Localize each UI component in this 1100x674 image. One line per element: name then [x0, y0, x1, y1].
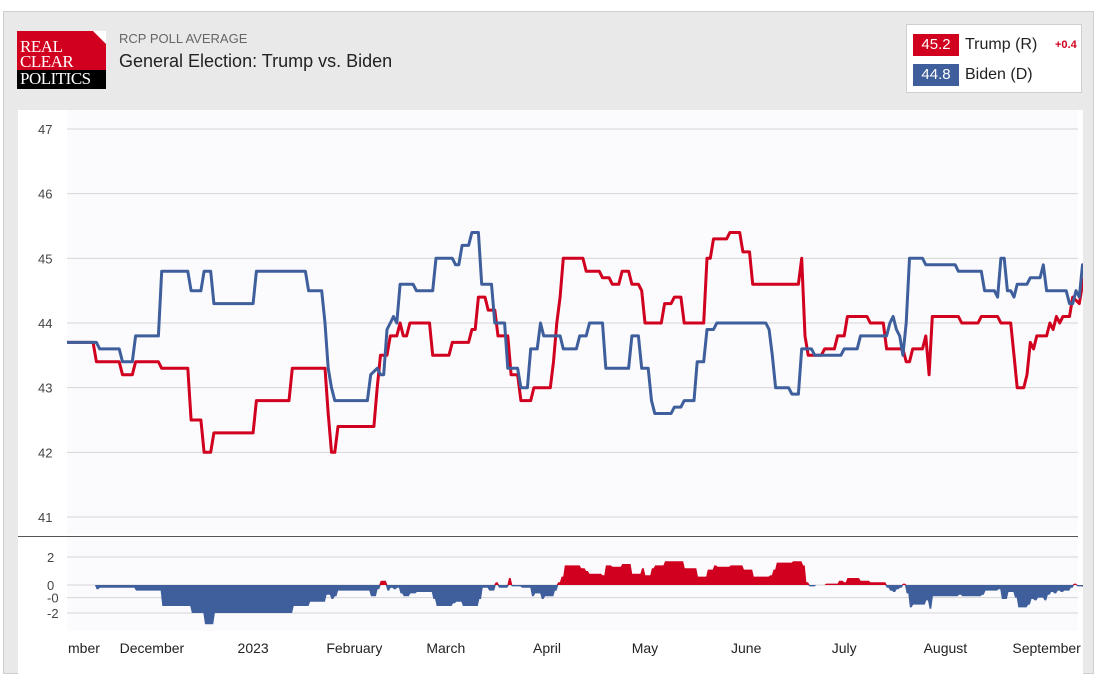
y-tick-label: 43 — [38, 381, 52, 396]
trump-label: Trump (R) — [965, 36, 1038, 53]
trump-line — [67, 231, 1083, 454]
logo-word: CLEAR — [20, 52, 74, 71]
trump-change: +0.4 — [1055, 39, 1077, 51]
x-tick-label: August — [924, 640, 968, 656]
x-tick-label: July — [832, 640, 857, 656]
spread-tick-label: -0 — [47, 591, 59, 606]
spread-tick-label: 0 — [47, 578, 54, 593]
legend-box: 45.2 Trump (R) +0.4 44.8 Biden (D) — [906, 24, 1082, 93]
chart-title: General Election: Trump vs. Biden — [119, 51, 393, 71]
y-tick-label: 45 — [38, 251, 52, 266]
x-tick-label: June — [731, 640, 762, 656]
x-tick-label: December — [120, 640, 185, 656]
x-tick-label: May — [632, 640, 658, 656]
y-tick-label: 47 — [38, 122, 52, 137]
y-tick-label: 41 — [38, 510, 52, 525]
y-tick-label: 42 — [38, 445, 52, 460]
x-tick-label: September — [1012, 640, 1081, 656]
plot-area[interactable]: 41 42 43 44 45 46 47 2 0 -0 -2 mber December 2023 Febr… — [18, 110, 1083, 674]
chart-subtitle: RCP POLL AVERAGE — [119, 31, 248, 46]
x-tick-label: March — [426, 640, 465, 656]
x-tick-label: February — [326, 640, 382, 656]
y-tick-label: 46 — [38, 187, 52, 202]
spread-tick-label: -2 — [47, 606, 59, 621]
logo-bar — [17, 70, 106, 89]
spread-tick-label: 2 — [47, 550, 54, 565]
realclearpolitics-logo[interactable]: REAL CLEAR POLITICS — [17, 31, 106, 89]
logo-word: POLITICS — [20, 69, 91, 88]
spread-area-biden — [67, 585, 1083, 625]
biden-value-badge: 44.8 — [913, 64, 959, 86]
biden-label: Biden (D) — [965, 66, 1033, 83]
trump-value-badge: 45.2 — [913, 34, 959, 56]
x-tick-label: 2023 — [238, 640, 269, 656]
main-plot-background — [67, 110, 1078, 534]
logo-word: REAL — [20, 37, 63, 56]
x-tick-label: April — [533, 640, 561, 656]
logo-fold — [93, 31, 106, 44]
biden-line — [67, 231, 1083, 415]
poll-chart[interactable]: 41 42 43 44 45 46 47 2 0-0-2 mber December 2023 Febr… — [18, 110, 1083, 674]
y-tick-label: 44 — [38, 316, 52, 331]
spread-area-trump — [67, 561, 1083, 585]
x-tick-label: mber — [68, 640, 100, 656]
